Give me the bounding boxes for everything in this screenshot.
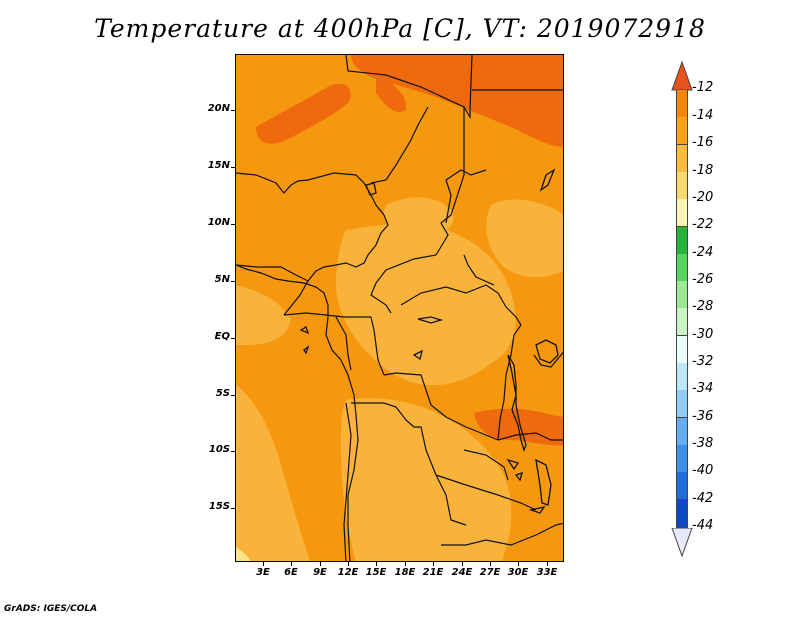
lon-tick — [490, 562, 491, 566]
lat-tick — [231, 167, 235, 168]
great-lakes — [299, 168, 559, 514]
colorbar-segment — [676, 144, 688, 173]
colorbar-label: -30 — [692, 327, 714, 342]
lat-tick — [231, 110, 235, 111]
field-light-north — [383, 197, 454, 237]
lon-label-27e: 27E — [479, 567, 501, 578]
lat-label-20n: 20N — [207, 103, 230, 114]
lat-tick — [231, 338, 235, 339]
colorbar-segment — [676, 308, 688, 337]
lon-label-12e: 12E — [337, 567, 359, 578]
lon-tick — [433, 562, 434, 566]
lat-label-10s: 10S — [208, 444, 230, 455]
field-light-east — [486, 199, 563, 278]
lon-tick — [263, 562, 264, 566]
lon-tick — [348, 562, 349, 566]
colorbar-label: -22 — [692, 217, 714, 232]
lat-label-15n: 15N — [207, 160, 230, 171]
lon-label-9e: 9E — [313, 567, 327, 578]
lon-label-15e: 15E — [365, 567, 387, 578]
map-title: Temperature at 400hPa [C], VT: 201907291… — [94, 14, 706, 43]
colorbar-segment — [676, 444, 688, 473]
colorbar-label: -34 — [692, 381, 714, 396]
lon-label-18e: 18E — [394, 567, 416, 578]
lat-tick — [231, 451, 235, 452]
colorbar-segment — [676, 281, 688, 310]
colorbar-segment — [676, 171, 688, 200]
lon-tick — [376, 562, 377, 566]
lon-label-33e: 33E — [536, 567, 558, 578]
colorbar-label: -38 — [692, 436, 714, 451]
lon-tick — [547, 562, 548, 566]
colorbar-segment — [676, 117, 688, 146]
colorbar-segment — [676, 90, 688, 118]
field-deep-northeast — [351, 55, 563, 147]
lon-tick — [405, 562, 406, 566]
colorbar-label: -28 — [692, 299, 714, 314]
colorbar-segment — [676, 253, 688, 282]
lat-tick — [231, 281, 235, 282]
colorbar-segment — [676, 390, 688, 419]
colorbar-segment — [676, 199, 688, 228]
colorbar-label: -16 — [692, 135, 714, 150]
colorbar-segment — [676, 335, 688, 364]
field-light-south — [341, 398, 512, 561]
field-palest-corner — [236, 547, 251, 561]
field-light-central — [335, 224, 516, 386]
lon-label-3e: 3E — [256, 567, 270, 578]
colorbar-segment — [676, 226, 688, 255]
colorbar-label: -36 — [692, 409, 714, 424]
colorbar-label: -44 — [692, 518, 714, 533]
lon-tick — [291, 562, 292, 566]
coastline — [236, 264, 359, 561]
field-deep-northwest — [256, 83, 351, 144]
colorbar-label: -18 — [692, 163, 714, 178]
lon-label-6e: 6E — [284, 567, 298, 578]
lat-label-10n: 10N — [207, 217, 230, 228]
lon-tick — [320, 562, 321, 566]
lon-label-30e: 30E — [507, 567, 529, 578]
colorbar-bottom-triangle — [671, 528, 693, 558]
field-deep-north — [376, 75, 407, 113]
lat-label-5s: 5S — [215, 388, 230, 399]
colorbar-label: -42 — [692, 491, 714, 506]
lon-label-21e: 21E — [422, 567, 444, 578]
lat-label-eq: EQ — [214, 331, 230, 342]
colorbar-label: -14 — [692, 108, 714, 123]
grads-credit: GrADS: IGES/COLA — [4, 604, 98, 614]
lat-label-15s: 15S — [208, 501, 230, 512]
field-light-west — [236, 285, 291, 345]
colorbar-label: -26 — [692, 272, 714, 287]
colorbar-segment — [676, 363, 688, 391]
lon-tick — [462, 562, 463, 566]
field-light-southwest — [236, 385, 311, 561]
temperature-field — [236, 55, 563, 561]
lat-tick — [231, 508, 235, 509]
lat-tick — [231, 395, 235, 396]
lat-label-5n: 5N — [214, 274, 230, 285]
lon-label-24e: 24E — [451, 567, 473, 578]
colorbar-label: -40 — [692, 463, 714, 478]
colorbar-label: -32 — [692, 354, 714, 369]
colorbar-segment — [676, 472, 688, 501]
temperature-map — [235, 54, 564, 562]
lon-tick — [518, 562, 519, 566]
colorbar-segment — [676, 499, 688, 528]
colorbar-segment — [676, 417, 688, 446]
lat-tick — [231, 224, 235, 225]
colorbar-top-triangle — [671, 60, 693, 91]
country-borders — [236, 55, 563, 561]
colorbar-label: -24 — [692, 245, 714, 260]
colorbar-label: -20 — [692, 190, 714, 205]
colorbar-label: -12 — [692, 80, 714, 95]
